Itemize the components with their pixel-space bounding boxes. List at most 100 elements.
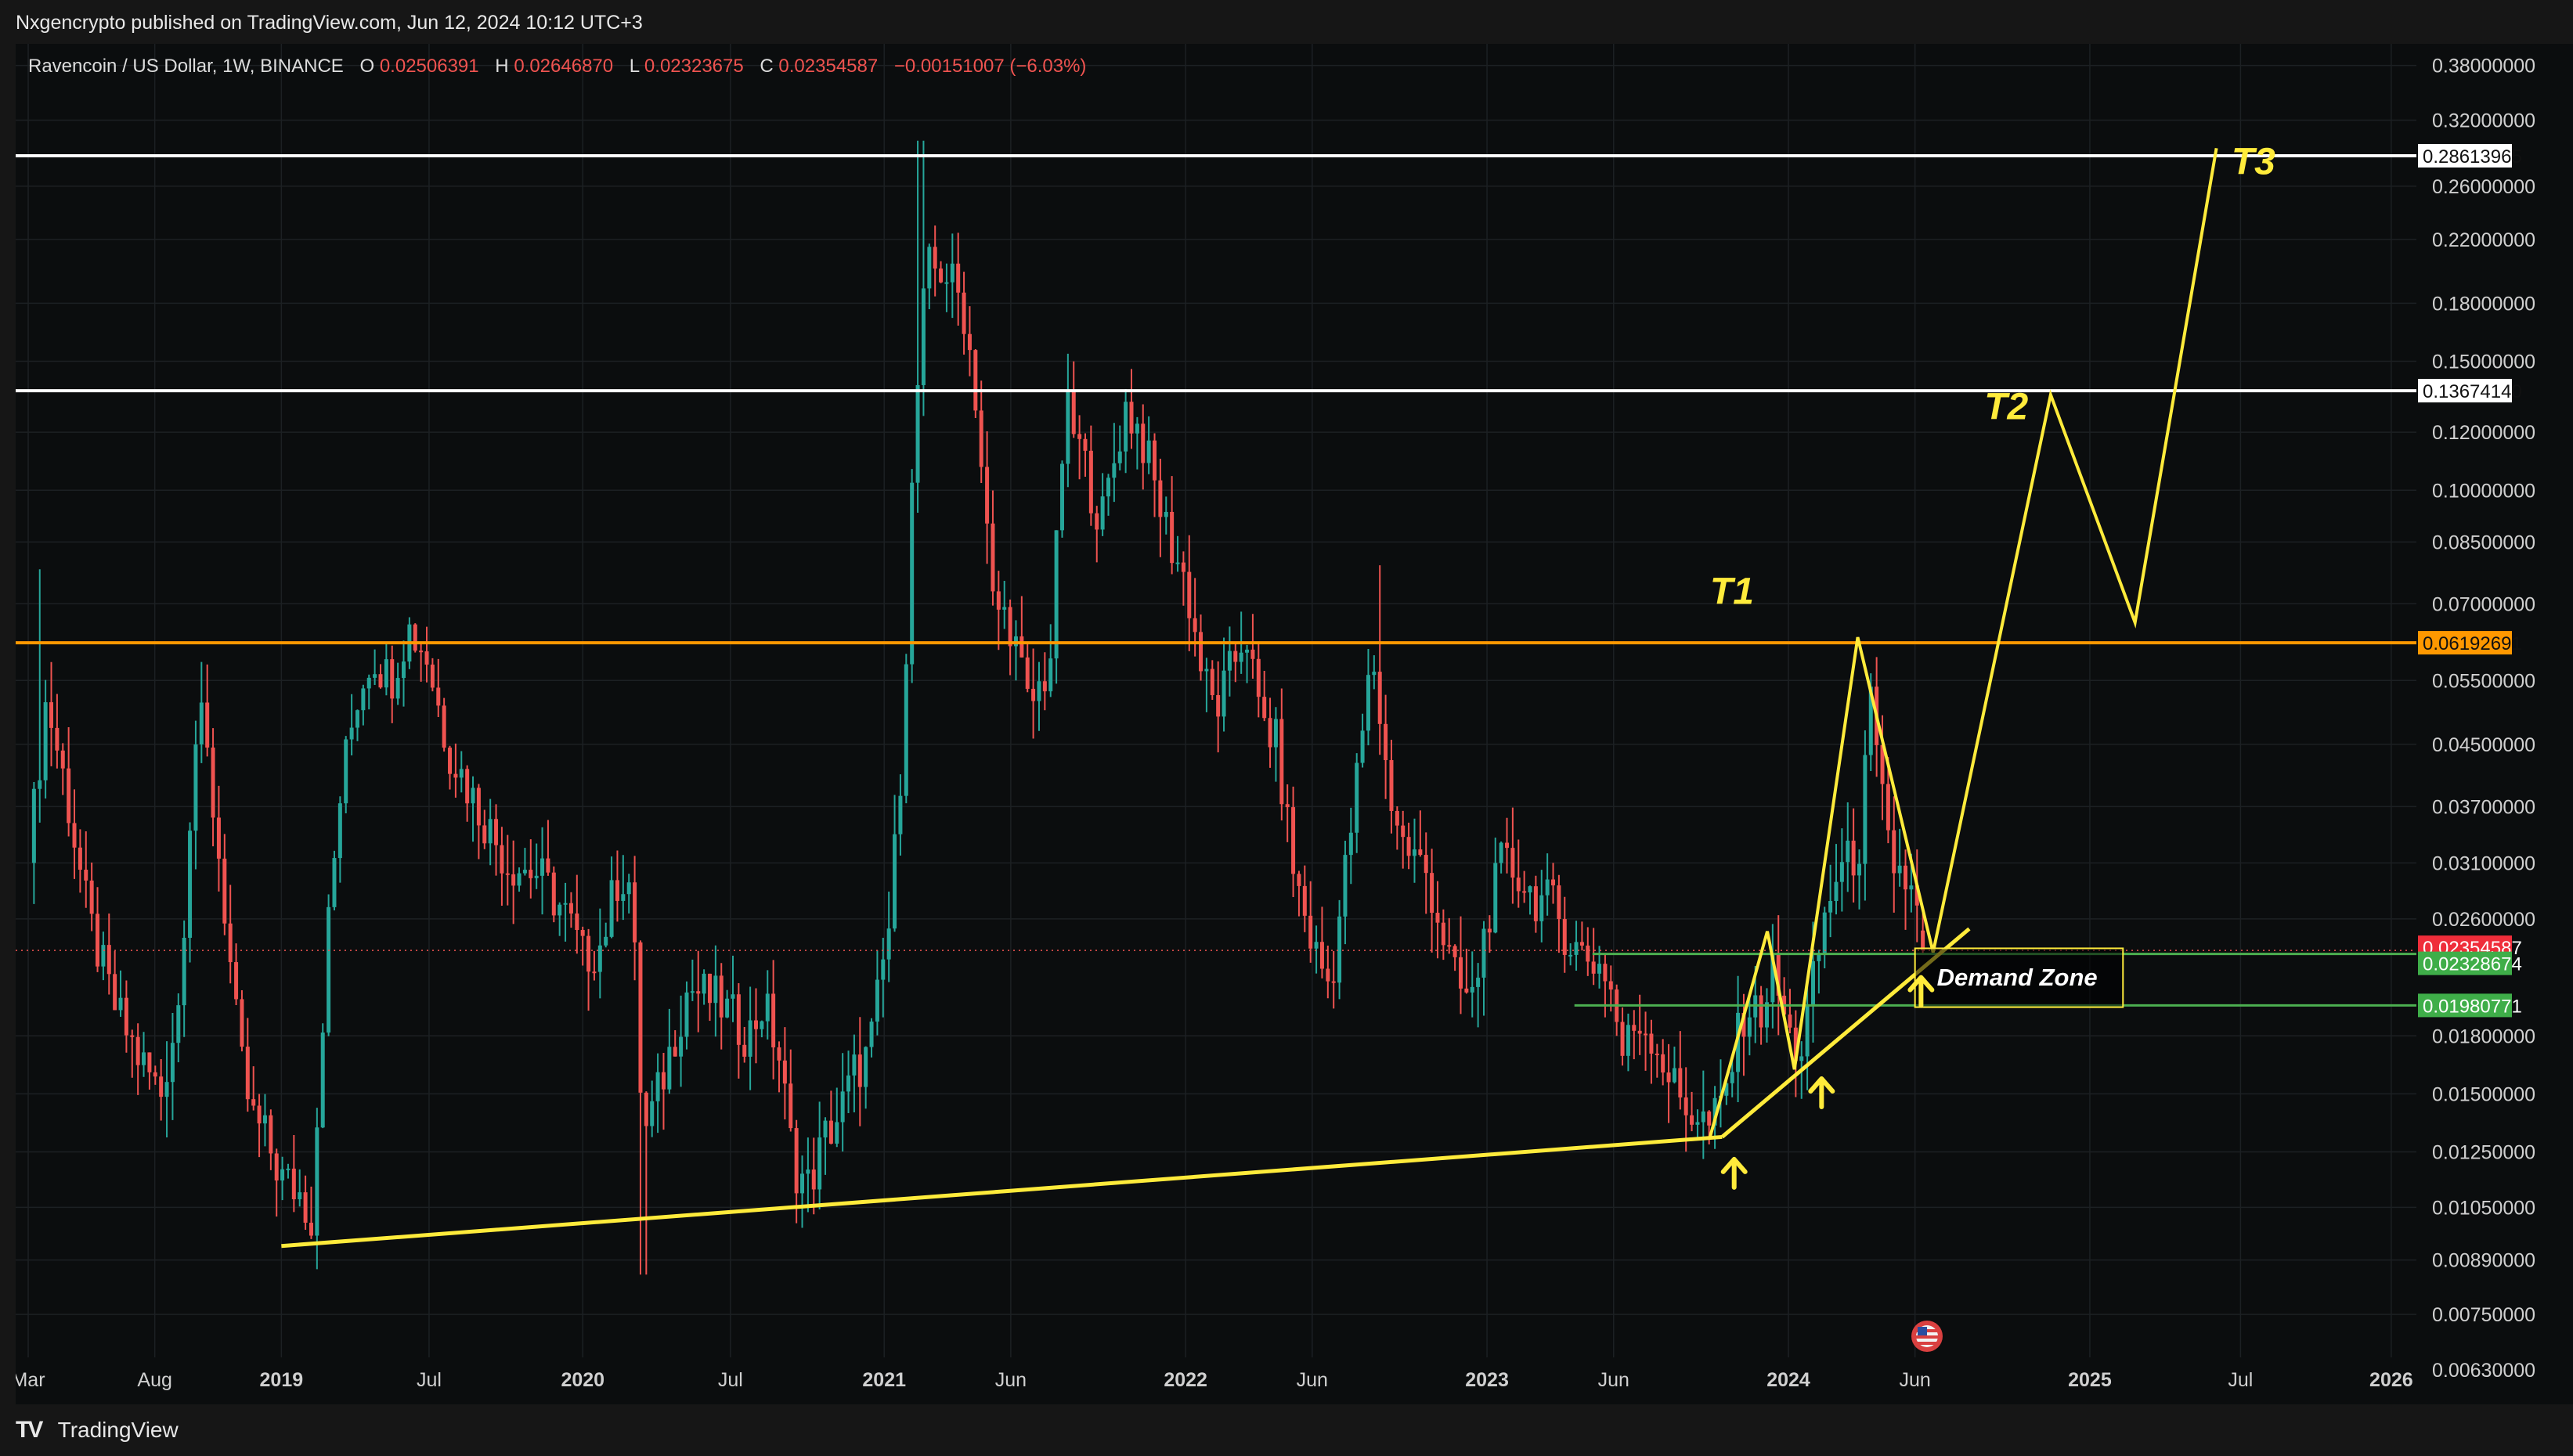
candle-body bbox=[176, 1005, 181, 1043]
candle-body bbox=[823, 1120, 828, 1138]
economic-event-icon[interactable] bbox=[1911, 1321, 1943, 1352]
candle-body bbox=[494, 819, 499, 845]
candle-body bbox=[170, 1043, 175, 1083]
candle-body bbox=[1319, 942, 1324, 969]
candle-body bbox=[251, 1099, 256, 1106]
candle-body bbox=[1100, 496, 1105, 530]
candle-body bbox=[1054, 530, 1059, 659]
candle-body bbox=[291, 1168, 296, 1200]
time-axis[interactable]: Mar Aug 2019 Jul 2020 Jul 2021 Jun 2022 Jun 2023 Ju… bbox=[16, 1369, 2413, 1391]
candle-body bbox=[1285, 804, 1290, 808]
candle-body bbox=[1770, 953, 1775, 1003]
candle-body bbox=[1516, 878, 1521, 892]
candlesticks bbox=[31, 140, 1925, 1275]
candle-body bbox=[1124, 402, 1128, 452]
candle-body bbox=[915, 384, 920, 483]
up-arrow-icon bbox=[1907, 975, 1935, 1008]
candle-body bbox=[886, 928, 891, 960]
candle-body bbox=[1776, 953, 1781, 996]
candle-body bbox=[690, 991, 695, 993]
price-tag-zone: 0.01980771 bbox=[2423, 996, 2522, 1017]
candle-body bbox=[78, 847, 82, 870]
candle-body bbox=[147, 1052, 152, 1072]
price-tick-label: 0.38000000 bbox=[2432, 56, 2535, 77]
candle-body bbox=[1187, 571, 1192, 618]
candle-body bbox=[621, 894, 626, 901]
candle-body bbox=[1597, 964, 1602, 974]
candle-body bbox=[1418, 849, 1423, 856]
candle-body bbox=[673, 1047, 677, 1057]
candle-body bbox=[465, 769, 470, 804]
candle-body bbox=[402, 661, 406, 679]
candle-body bbox=[782, 1060, 787, 1084]
candle-body bbox=[939, 268, 944, 283]
candle-body bbox=[1897, 865, 1902, 874]
open-label: O bbox=[359, 56, 374, 77]
candle-body bbox=[505, 873, 510, 875]
candle-body bbox=[228, 923, 233, 963]
candle-body bbox=[1031, 688, 1036, 701]
candle-body bbox=[927, 247, 932, 289]
candle-body bbox=[1828, 900, 1833, 913]
candle-body bbox=[1712, 1097, 1717, 1126]
time-tick-label: 2019 bbox=[260, 1369, 304, 1391]
candle-body bbox=[1747, 1017, 1752, 1037]
candle-body bbox=[1608, 981, 1613, 990]
candle-body bbox=[1914, 885, 1919, 906]
candle-body bbox=[55, 727, 60, 751]
candle-body bbox=[1522, 891, 1527, 893]
candle-body bbox=[1360, 730, 1365, 763]
projected-path-line bbox=[1708, 147, 2218, 1137]
tradingview-logo-icon[interactable]: TV bbox=[16, 1417, 43, 1443]
candle-body bbox=[1095, 513, 1099, 530]
candle-body bbox=[580, 930, 585, 936]
close-label: C bbox=[760, 56, 773, 77]
price-tick-label: 0.01800000 bbox=[2432, 1025, 2535, 1047]
candle-body bbox=[1672, 1068, 1676, 1083]
candle-body bbox=[476, 787, 481, 826]
candle-body bbox=[1435, 912, 1440, 923]
candle-body bbox=[1331, 981, 1336, 983]
price-tick-label: 0.00750000 bbox=[2432, 1304, 2535, 1326]
candle-body bbox=[644, 1092, 648, 1126]
candle-body bbox=[754, 1020, 759, 1029]
candle-body bbox=[1037, 681, 1041, 701]
published-info: Nxgencrypto published on TradingView.com… bbox=[16, 12, 643, 34]
candle-body bbox=[332, 858, 337, 907]
price-tick-label: 0.02600000 bbox=[2432, 909, 2535, 931]
low-value: 0.02323675 bbox=[644, 56, 744, 77]
candle-body bbox=[1273, 719, 1278, 748]
candle-body bbox=[245, 1047, 250, 1100]
candle-body bbox=[1505, 842, 1510, 849]
long-term-support-line bbox=[281, 1134, 1723, 1249]
candle-body bbox=[500, 845, 504, 874]
candle-body bbox=[661, 1072, 666, 1090]
candle-body bbox=[1805, 1004, 1810, 1057]
trend-drawings[interactable]: Demand Zone T1 T2 T3 bbox=[281, 142, 2275, 1249]
price-axis[interactable]: 0.460000000.380000000.320000000.26000000… bbox=[2432, 44, 2535, 1382]
demand-zone-label: Demand Zone bbox=[1937, 964, 2098, 991]
candle-body bbox=[950, 263, 955, 283]
candle-body bbox=[280, 1169, 285, 1181]
candle-body bbox=[1326, 968, 1330, 982]
price-tick-label: 0.15000000 bbox=[2432, 351, 2535, 373]
candle-body bbox=[1389, 760, 1394, 811]
time-tick-label: 2021 bbox=[862, 1369, 906, 1391]
candle-body bbox=[1216, 694, 1221, 717]
candle-body bbox=[985, 467, 990, 524]
candle-body bbox=[1499, 842, 1503, 863]
candle-body bbox=[1510, 848, 1515, 878]
candle-body bbox=[67, 768, 71, 824]
candle-body bbox=[1146, 440, 1151, 463]
candle-body bbox=[1810, 960, 1815, 1004]
candle-body bbox=[800, 1173, 805, 1194]
candle-body bbox=[1441, 922, 1445, 946]
candle-body bbox=[1297, 874, 1301, 886]
candle-body bbox=[713, 975, 718, 1004]
candle-body bbox=[1412, 849, 1416, 856]
candle-body bbox=[1470, 986, 1474, 993]
candle-body bbox=[378, 674, 383, 688]
target-label-t3: T3 bbox=[2232, 142, 2275, 183]
candle-body bbox=[1233, 651, 1238, 662]
